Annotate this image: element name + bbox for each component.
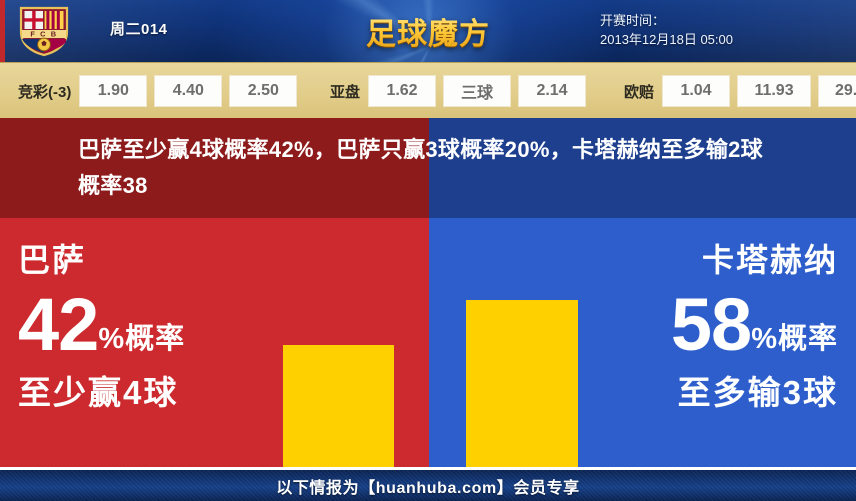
kickoff-label: 开赛时间：	[600, 13, 666, 28]
odds-group-title: 竞彩(-3)	[18, 83, 72, 101]
right-team-name: 卡塔赫纳	[701, 242, 838, 278]
kickoff-time: 开赛时间： 2013年12月18日 05:00	[600, 11, 733, 49]
odds-cell[interactable]: 2.14	[518, 75, 587, 107]
fc-barcelona-crest-icon: F C B	[19, 6, 69, 57]
right-team-percent-suffix: %概率	[751, 323, 838, 355]
odds-cell[interactable]: 4.40	[154, 75, 223, 107]
bar-right-team	[466, 300, 578, 467]
headline-band: 巴萨至少赢4球概率42%，巴萨只赢3球概率20%，卡塔赫纳至多输2球概率38	[0, 118, 856, 218]
odds-group-european-odds: 欧赔 1.04 11.93 29.01	[624, 63, 856, 119]
right-team-percent-value: 58	[670, 283, 752, 366]
headline-band-right-bg	[429, 118, 856, 218]
odds-group-title: 欧赔	[624, 83, 655, 101]
odds-group-jingcai: 竞彩(-3) 1.90 4.40 2.50	[18, 63, 304, 119]
odds-cell[interactable]: 29.01	[818, 75, 856, 107]
header-left-red-edge	[0, 0, 5, 62]
left-team-percent-row: 42 %概率	[18, 288, 268, 362]
odds-cell[interactable]: 11.93	[737, 75, 812, 107]
odds-cell[interactable]: 1.62	[368, 75, 437, 107]
odds-cell[interactable]: 三球	[443, 75, 512, 107]
footer-divider	[0, 467, 856, 470]
footer-bar: 以下情报为【huanhuba.com】会员专享	[0, 470, 856, 501]
svg-text:F C B: F C B	[30, 30, 57, 39]
odds-group-title: 亚盘	[330, 83, 361, 101]
left-team-percent-suffix: %概率	[98, 323, 186, 355]
left-team-stats: 巴萨 42 %概率 至少赢4球	[18, 218, 268, 467]
match-round-label: 周二014	[110, 21, 168, 38]
site-logo[interactable]: 足球魔方	[352, 12, 504, 51]
odds-cell[interactable]: 1.04	[662, 75, 731, 107]
headline-band-left-bg	[0, 118, 429, 218]
right-team-outcome: 至多输3球	[677, 374, 838, 411]
headline-text: 巴萨至少赢4球概率42%，巴萨只赢3球概率20%，卡塔赫纳至多输2球概率38	[78, 137, 763, 198]
odds-cell[interactable]: 2.50	[229, 75, 298, 107]
left-team-outcome: 至少赢4球	[18, 374, 179, 411]
right-team-percent-row: 58 %概率	[558, 288, 838, 362]
probability-chart: 巴萨 42 %概率 至少赢4球 卡塔赫纳 58 %概率 至多输3球	[0, 218, 856, 467]
left-team-name: 巴萨	[18, 242, 87, 278]
bar-left-team	[283, 345, 394, 467]
header-bar: F C B 周二014 足球魔方 开赛时间： 2013年12月18日 05:00	[0, 0, 856, 62]
kickoff-value: 2013年12月18日 05:00	[600, 32, 733, 47]
odds-group-asian-handicap: 亚盘 1.62 三球 2.14	[330, 63, 593, 119]
footer-membership-note: 以下情报为【huanhuba.com】会员专享	[276, 479, 580, 497]
odds-bar: 竞彩(-3) 1.90 4.40 2.50 亚盘 1.62 三球 2.14 欧赔…	[0, 62, 856, 119]
odds-cell[interactable]: 1.90	[79, 75, 148, 107]
left-team-percent-value: 42	[18, 283, 99, 366]
right-team-stats: 卡塔赫纳 58 %概率 至多输3球	[558, 218, 838, 467]
